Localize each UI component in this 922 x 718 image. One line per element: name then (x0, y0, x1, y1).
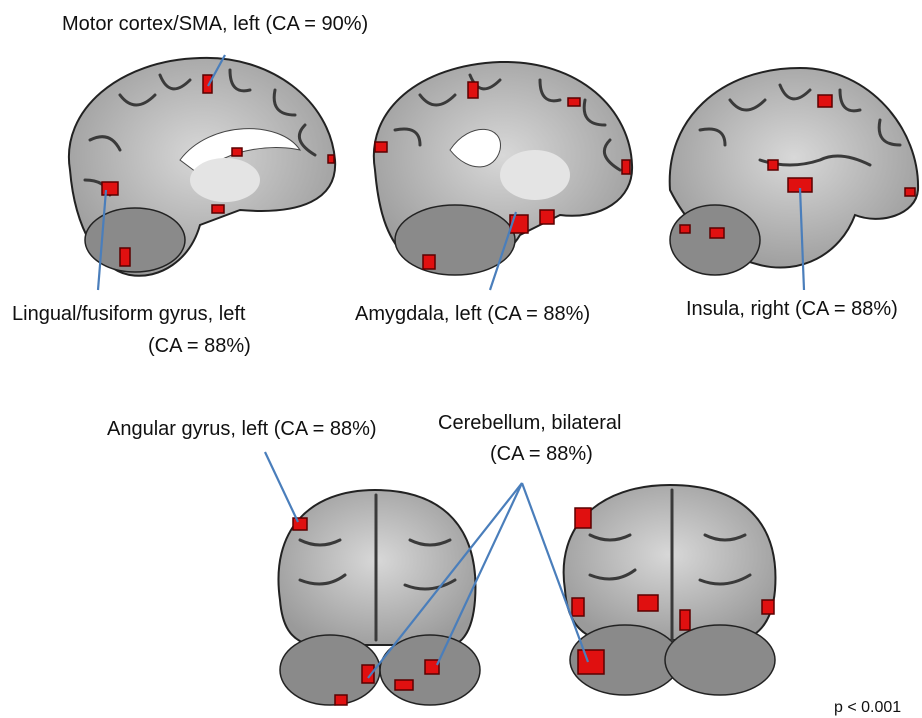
brain-slice (374, 62, 632, 275)
threshold: p < 0.001 (834, 699, 901, 716)
label: (CA = 88%) (148, 335, 251, 357)
brain-slice (278, 490, 480, 705)
brain-slice (564, 485, 776, 695)
label: Insula, right (CA = 88%) (686, 298, 898, 320)
label: (CA = 88%) (490, 443, 593, 465)
brain-slice (69, 58, 335, 276)
label: Lingual/fusiform gyrus, left (12, 303, 246, 325)
label: Angular gyrus, left (CA = 88%) (107, 418, 377, 440)
label: Amygdala, left (CA = 88%) (355, 303, 590, 325)
figure: Motor cortex/SMA, left (CA = 90%) Lingua… (0, 0, 922, 718)
label: Cerebellum, bilateral (438, 412, 621, 434)
label: Motor cortex/SMA, left (CA = 90%) (62, 13, 368, 35)
brain-slice (670, 68, 918, 275)
